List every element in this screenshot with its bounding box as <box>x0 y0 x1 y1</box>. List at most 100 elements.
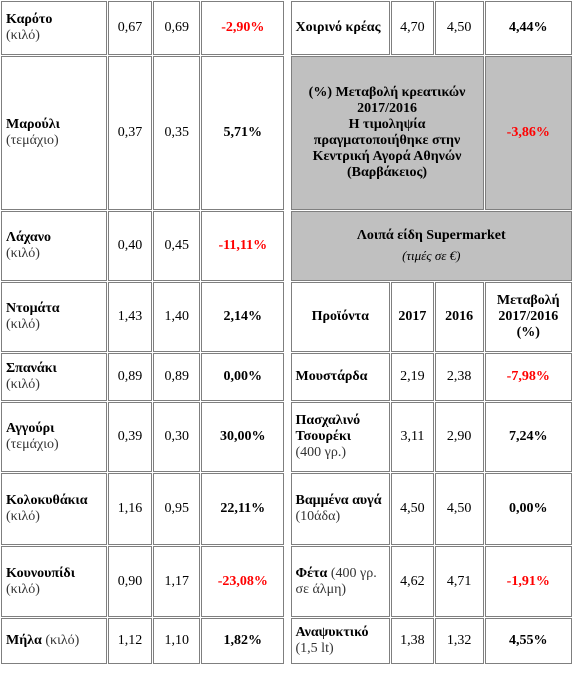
product-name: Μουστάρδα <box>295 369 368 384</box>
product-unit: (τεμάχιο) <box>6 133 59 148</box>
price-2017: 1,38 <box>391 618 434 664</box>
price-2017: 0,89 <box>107 353 153 401</box>
product-unit: (κιλό) <box>45 633 80 648</box>
price-2017: 1,12 <box>107 618 153 664</box>
product-cell: Κουνουπίδι (κιλό) <box>1 546 107 617</box>
gap <box>285 618 289 664</box>
product-name: Σπανάκι <box>6 361 57 376</box>
product-cell: Μήλα (κιλό) <box>1 618 107 664</box>
product-name: Βαμμένα αυγά <box>295 493 382 508</box>
gap <box>285 1 289 55</box>
price-2016: 0,35 <box>153 56 201 210</box>
change: 4,44% <box>484 1 572 55</box>
change: 0,00% <box>484 473 572 545</box>
change: -23,08% <box>201 546 285 617</box>
product-cell: Λάχανο (κιλό) <box>1 211 107 281</box>
gap <box>285 473 289 545</box>
product-cell: Καρότο (κιλό) <box>1 1 107 55</box>
price-2017: 2,19 <box>391 353 434 401</box>
product-unit: (κιλό) <box>6 317 40 332</box>
note-line: (Βαρβάκειος) <box>346 165 428 180</box>
price-2017: 0,37 <box>107 56 153 210</box>
table-row: Αγγούρι (τεμάχιο) 0,39 0,30 30,00% Πασχαλινό … <box>1 402 572 472</box>
price-2016: 4,50 <box>434 1 484 55</box>
product-name: Αγγούρι <box>6 421 55 436</box>
price-2017: 0,40 <box>107 211 153 281</box>
table-row: Ντομάτα (κιλό) 1,43 1,40 2,14% Προϊόντα 2017 20… <box>1 282 572 352</box>
change: 30,00% <box>201 402 285 472</box>
product-name: Μαρούλι <box>6 117 61 132</box>
price-2017: 0,39 <box>107 402 153 472</box>
column-header: Μεταβολή 2017/2016 (%) <box>484 282 572 352</box>
gap <box>285 353 289 401</box>
product-name: Κολοκυθάκια <box>6 493 88 508</box>
product-name: Λάχανο <box>6 230 51 245</box>
price-2016: 0,89 <box>153 353 201 401</box>
price-2017: 1,43 <box>107 282 153 352</box>
note-line: 2017/2016 <box>357 101 417 116</box>
product-unit: (τεμάχιο) <box>6 437 59 452</box>
gap <box>285 282 289 352</box>
price-2016: 4,71 <box>434 546 484 617</box>
change: -2,90% <box>201 1 285 55</box>
note-line: πραγματοποιήθηκε στην <box>313 133 461 148</box>
product-cell: Σπανάκι (κιλό) <box>1 353 107 401</box>
gap <box>285 56 289 210</box>
note-line: Η τιμοληψία <box>348 117 426 132</box>
price-2016: 1,40 <box>153 282 201 352</box>
section-subtitle: (τιμές σε €) <box>402 248 461 263</box>
table-row: Μήλα (κιλό) 1,12 1,10 1,82% Αναψυκτικό (1,5 l… <box>1 618 572 664</box>
product-unit: (400 γρ.) <box>295 445 347 460</box>
product-name: Κουνουπίδι <box>6 565 76 581</box>
meat-note: (%) Μεταβολή κρεατικών 2017/2016 Η τιμοληψ… <box>290 56 484 210</box>
product-unit: (400 γρ. σε άλμη) <box>295 565 377 597</box>
product-unit: (κιλό) <box>6 28 40 43</box>
note-line: (%) Μεταβολή κρεατικών <box>308 85 466 100</box>
price-2017: 3,11 <box>391 402 434 472</box>
change: 1,82% <box>201 618 285 664</box>
price-2017: 4,62 <box>391 546 434 617</box>
price-2017: 1,16 <box>107 473 153 545</box>
price-2016: 1,32 <box>434 618 484 664</box>
price-2017: 0,90 <box>107 546 153 617</box>
change: 2,14% <box>201 282 285 352</box>
table-row: Μαρούλι (τεμάχιο) 0,37 0,35 5,71% (%) Μεταβολ… <box>1 56 572 210</box>
price-2016: 1,17 <box>153 546 201 617</box>
change: -7,98% <box>484 353 572 401</box>
product-name: Χοιρινό κρέας <box>295 20 381 35</box>
change: 4,55% <box>484 618 572 664</box>
note-line: Κεντρική Αγορά Αθηνών <box>312 149 462 164</box>
product-unit: (κιλό) <box>6 377 40 392</box>
price-2016: 2,38 <box>434 353 484 401</box>
price-2016: 0,45 <box>153 211 201 281</box>
product-unit: (κιλό) <box>6 509 40 524</box>
product-cell: Αναψυκτικό (1,5 lt) <box>290 618 391 664</box>
product-unit: (κιλό) <box>6 581 40 597</box>
meat-change: -3,86% <box>484 56 572 210</box>
column-header: 2017 <box>391 282 434 352</box>
change: 7,24% <box>484 402 572 472</box>
change: -1,91% <box>484 546 572 617</box>
column-header: 2016 <box>434 282 484 352</box>
product-cell: Χοιρινό κρέας <box>290 1 391 55</box>
product-name: Φέτα <box>295 565 328 581</box>
price-2017: 0,67 <box>107 1 153 55</box>
table-row: Κολοκυθάκια (κιλό) 1,16 0,95 22,11% Βαμμένα α… <box>1 473 572 545</box>
product-cell: Φέτα (400 γρ. σε άλμη) <box>290 546 391 617</box>
product-unit: (10άδα) <box>295 509 341 524</box>
price-2016: 0,30 <box>153 402 201 472</box>
price-2016: 0,69 <box>153 1 201 55</box>
product-unit: (κιλό) <box>6 246 40 261</box>
change: 5,71% <box>201 56 285 210</box>
product-name: Πασχαλινό Τσουρέκι <box>295 413 361 444</box>
product-cell: Μαρούλι (τεμάχιο) <box>1 56 107 210</box>
column-header: Προϊόντα <box>290 282 391 352</box>
price-2017: 4,70 <box>391 1 434 55</box>
gap <box>285 402 289 472</box>
product-cell: Βαμμένα αυγά (10άδα) <box>290 473 391 545</box>
product-cell: Ντομάτα (κιλό) <box>1 282 107 352</box>
table-row: Σπανάκι (κιλό) 0,89 0,89 0,00% Μουστάρδα 2,19 2… <box>1 353 572 401</box>
section-title: Λοιπά είδη Supermarket <box>356 228 506 243</box>
